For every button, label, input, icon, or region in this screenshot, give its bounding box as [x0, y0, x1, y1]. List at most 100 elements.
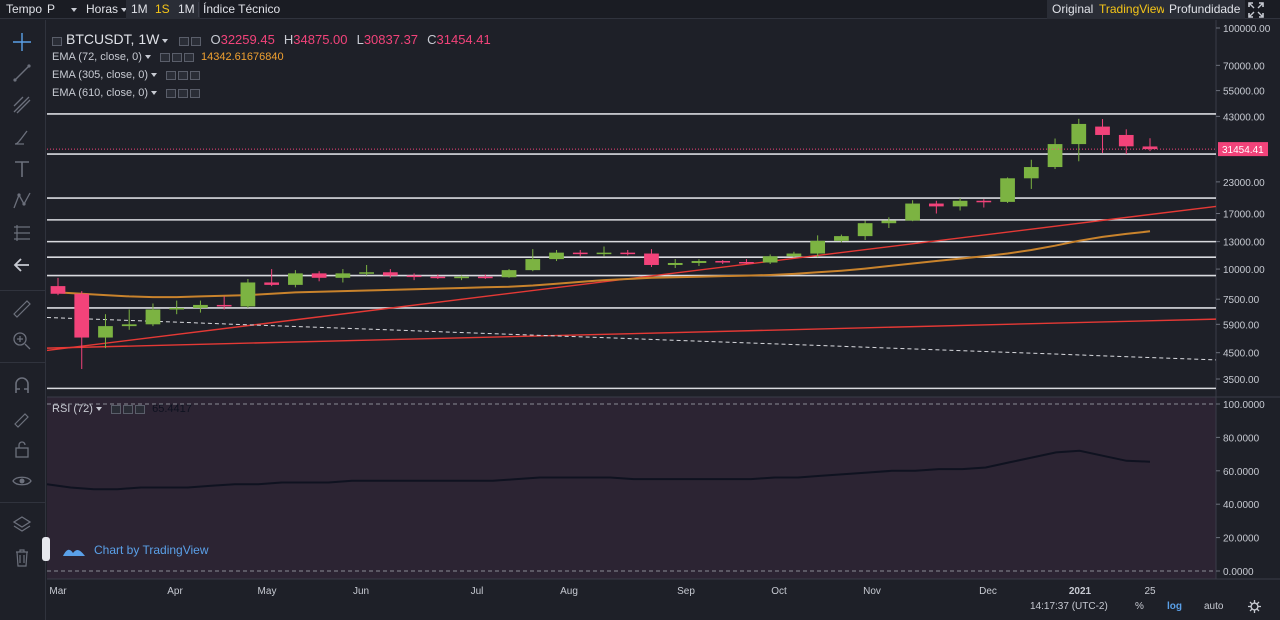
candle-body: [335, 273, 351, 278]
ema72-legend: EMA (72, close, 0) 14342.61676840: [52, 51, 284, 63]
candle-8: [240, 278, 256, 308]
chevron-down-icon: [121, 7, 128, 12]
drawing-toolbar: [0, 20, 46, 620]
view-tradingview-button[interactable]: TradingView: [1094, 0, 1171, 19]
last-price-label: 31454.41: [1222, 145, 1264, 156]
trash-icon[interactable]: [11, 546, 33, 568]
gear-icon[interactable]: [1248, 600, 1261, 613]
interval-1m-button[interactable]: 1M: [126, 0, 153, 19]
high-value: 34875.00: [293, 32, 348, 47]
chevron-down-icon[interactable]: [144, 55, 151, 60]
rsi-tick-label: 100.0000: [1223, 400, 1265, 411]
close-icon[interactable]: [183, 52, 194, 62]
candle-16: [430, 274, 446, 279]
time-axis-label: 2021: [1069, 586, 1092, 597]
view-depth-button[interactable]: Profundidade: [1164, 0, 1246, 19]
candle-body: [810, 240, 826, 254]
candle-27: [691, 259, 707, 266]
chevron-down-icon[interactable]: [151, 91, 157, 96]
candle-20: [525, 249, 541, 272]
lock-icon[interactable]: [11, 438, 33, 460]
tradingview-watermark[interactable]: Chart by TradingView: [62, 543, 209, 559]
eye-icon[interactable]: [11, 470, 33, 492]
collapse-icon[interactable]: [52, 36, 62, 46]
interval-unit-select[interactable]: Horas: [86, 0, 128, 19]
time-axis-label: Apr: [167, 586, 183, 597]
interval-1s-button[interactable]: 1S: [150, 0, 175, 19]
open-label: O: [210, 32, 221, 47]
ruler-icon[interactable]: [11, 298, 33, 320]
hide-icon[interactable]: [166, 88, 177, 98]
candle-body: [1071, 123, 1087, 145]
hide-icon[interactable]: [111, 404, 122, 414]
candle-17: [454, 275, 469, 281]
candle-body: [739, 261, 754, 264]
log-scale-button[interactable]: log: [1167, 601, 1182, 612]
close-icon[interactable]: [190, 88, 201, 98]
prediction-tool-icon[interactable]: [11, 222, 33, 244]
settings-icon[interactable]: [191, 36, 202, 46]
hide-icon[interactable]: [166, 70, 177, 80]
settings-icon[interactable]: [171, 52, 182, 62]
candle-body: [477, 276, 493, 279]
ema72-label: EMA (72, close, 0): [52, 51, 142, 63]
crosshair-icon[interactable]: [11, 31, 33, 53]
tradingview-logo-icon: [63, 549, 85, 556]
settings-icon[interactable]: [178, 70, 189, 80]
indicators-button[interactable]: Índice Técnico: [203, 2, 281, 16]
candle-body: [644, 253, 659, 265]
ema305-legend: EMA (305, close, 0): [52, 69, 201, 81]
candle-body: [691, 261, 707, 263]
low-label: L: [356, 32, 364, 47]
candle-11: [311, 271, 327, 282]
candle-body: [145, 309, 161, 325]
interval-1m-b-button[interactable]: 1M: [173, 0, 200, 19]
percent-scale-button[interactable]: %: [1135, 601, 1144, 612]
lock-drawing-icon[interactable]: [11, 406, 33, 428]
trendline-lower: [46, 318, 1217, 349]
close-icon[interactable]: [190, 70, 201, 80]
fib-tool-icon[interactable]: [11, 94, 33, 116]
candle-2: [98, 314, 113, 349]
back-arrow-icon[interactable]: [11, 254, 33, 276]
rsi-pane: [47, 397, 1216, 579]
settings-icon[interactable]: [123, 404, 134, 414]
candle-body: [976, 200, 992, 203]
layers-icon[interactable]: [11, 514, 33, 536]
candle-40: [1000, 177, 1015, 203]
pattern-tool-icon[interactable]: [11, 190, 33, 212]
view-original-button[interactable]: Original: [1047, 0, 1099, 19]
candle-body: [715, 261, 731, 263]
price-tick-label: 23000.00: [1223, 178, 1265, 189]
candle-body: [786, 253, 802, 257]
magnet-icon[interactable]: [11, 374, 33, 396]
ema72-value: 14342.61676840: [201, 51, 284, 63]
chevron-down-icon[interactable]: [95, 407, 102, 412]
chevron-down-icon[interactable]: [162, 39, 169, 44]
hide-icon[interactable]: [159, 52, 170, 62]
trendline-dashed: [46, 316, 1217, 361]
close-icon[interactable]: [135, 404, 146, 414]
price-axis: [1216, 20, 1280, 579]
ema305-label: EMA (305, close, 0): [52, 69, 148, 81]
settings-icon[interactable]: [178, 88, 189, 98]
text-tool-icon[interactable]: [11, 158, 33, 180]
trendline-icon[interactable]: [11, 62, 33, 84]
auto-scale-button[interactable]: auto: [1204, 601, 1224, 612]
candle-0: [50, 277, 66, 296]
candle-13: [359, 264, 374, 276]
close-label: C: [427, 32, 437, 47]
brush-icon[interactable]: [11, 126, 33, 148]
panel-resize-handle[interactable]: [42, 537, 50, 561]
candle-body: [454, 276, 469, 279]
candle-body: [193, 304, 208, 308]
candle-30: [762, 254, 778, 264]
fullscreen-icon[interactable]: [1248, 2, 1264, 18]
zoom-in-icon[interactable]: [11, 330, 33, 352]
hide-icon[interactable]: [179, 36, 190, 46]
tempo-select[interactable]: P: [47, 0, 78, 19]
candle-46: [1142, 138, 1158, 152]
chevron-down-icon[interactable]: [151, 73, 157, 78]
candle-21: [549, 249, 564, 262]
